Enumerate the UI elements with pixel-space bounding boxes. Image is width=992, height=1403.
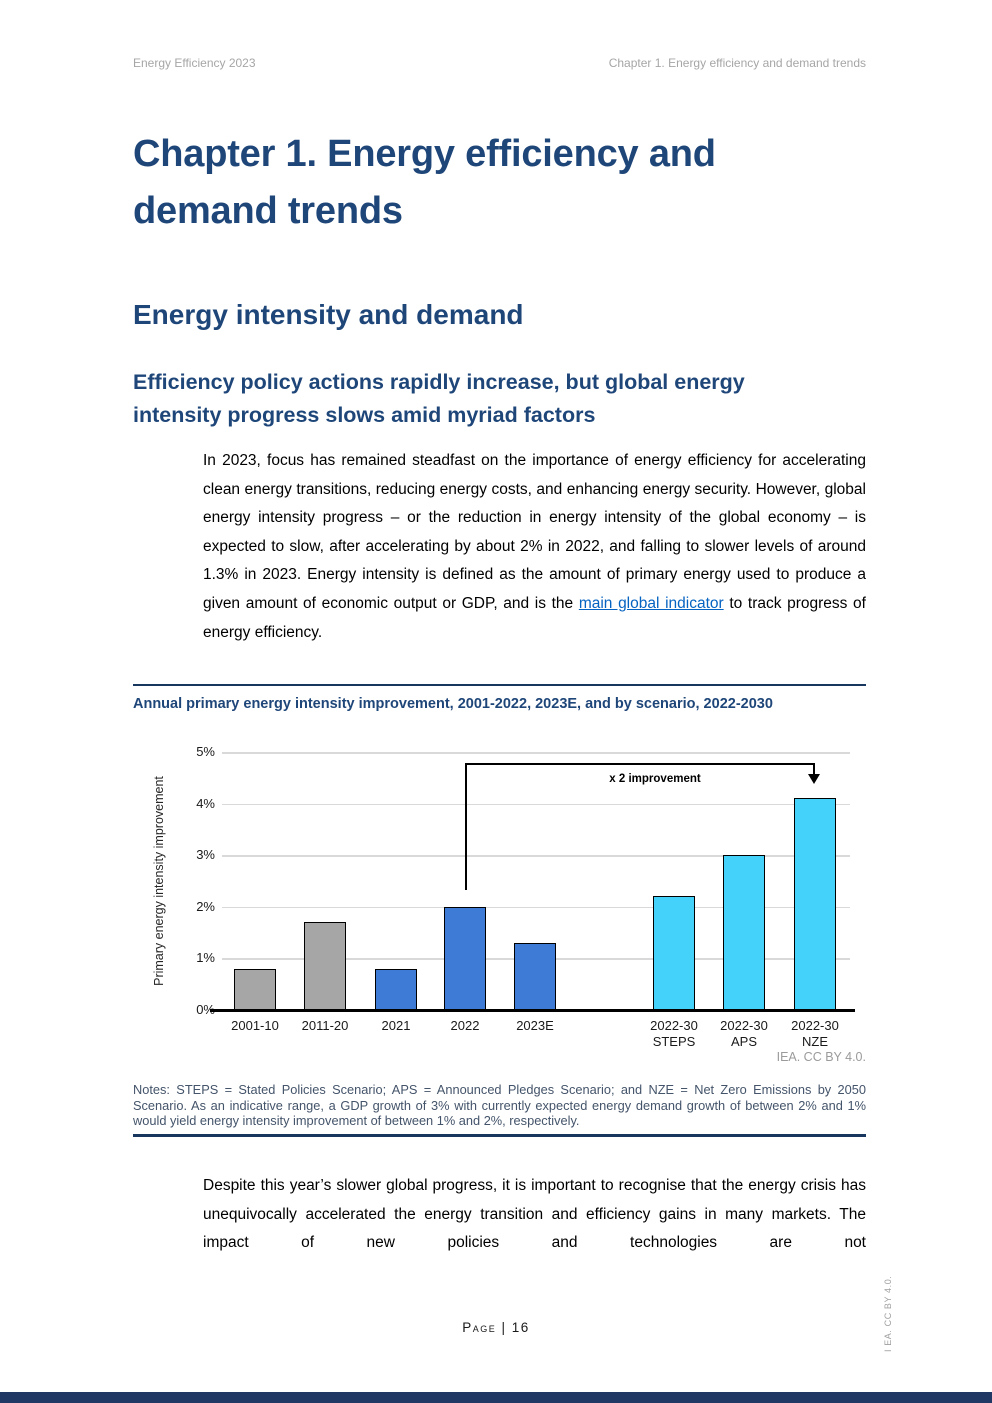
bar-2022-30-aps bbox=[723, 855, 765, 1010]
x-tick-label: 2021 bbox=[381, 1018, 411, 1033]
bracket-horizontal-line bbox=[465, 763, 813, 765]
down-arrow-icon bbox=[807, 774, 820, 784]
figure-title: Annual primary energy intensity improvem… bbox=[133, 696, 773, 712]
bar-2021 bbox=[375, 968, 417, 1010]
paragraph-intro-postlink: to track progress of energy efficiency. bbox=[203, 594, 866, 641]
bracket-arrow-stem bbox=[813, 763, 815, 774]
y-axis-label: Primary energy intensity improvement bbox=[152, 776, 166, 986]
x-tick-label: 2022 bbox=[450, 1018, 480, 1033]
bar-2023e bbox=[514, 942, 556, 1010]
bar-2022-30-nze bbox=[794, 798, 836, 1010]
bar-2022-30-steps bbox=[653, 896, 695, 1010]
bracket-vertical-line bbox=[465, 763, 467, 890]
page-number: Page | 16 bbox=[462, 1320, 530, 1335]
side-license-text: I EA. CC BY 4.0. bbox=[883, 1275, 893, 1352]
gridline-4pct bbox=[222, 803, 850, 806]
y-tick-label: 4% bbox=[196, 795, 215, 811]
x-tick-label: 2022-30 NZE bbox=[791, 1018, 839, 1049]
gridline-2pct bbox=[222, 906, 850, 909]
running-header-left: Energy Efficiency 2023 bbox=[133, 56, 256, 70]
bar-2001-10 bbox=[234, 968, 276, 1010]
x-tick-label: 2011-20 bbox=[301, 1018, 349, 1033]
bar-2011-20 bbox=[304, 922, 346, 1010]
section-heading: Energy intensity and demand bbox=[133, 299, 524, 330]
annotation-label: x 2 improvement bbox=[609, 773, 701, 785]
y-tick-label: 5% bbox=[196, 744, 215, 759]
y-tick-label: 1% bbox=[196, 950, 215, 966]
running-header-right: Chapter 1. Energy efficiency and demand … bbox=[608, 56, 866, 70]
gridline-3pct bbox=[222, 855, 850, 857]
bar-chart: Primary energy intensity improvement x 2… bbox=[133, 740, 866, 1052]
figure-bottom-rule bbox=[133, 1134, 866, 1137]
x-tick-label: 2022-30 APS bbox=[720, 1018, 768, 1049]
gridline-5pct bbox=[222, 752, 850, 754]
x-tick-label: 2022-30 STEPS bbox=[650, 1018, 698, 1049]
x-tick-label: 2023E bbox=[516, 1018, 554, 1033]
bottom-bar bbox=[0, 1392, 992, 1403]
chart-attribution: IEA. CC BY 4.0. bbox=[776, 1050, 866, 1064]
paragraph-intro-prelink: In 2023, focus has remained steadfast on… bbox=[203, 452, 866, 612]
y-tick-label: 0% bbox=[196, 1002, 215, 1017]
main-global-indicator-link[interactable]: main global indicator bbox=[578, 594, 724, 612]
chapter-title: Chapter 1. Energy efficiency and demand … bbox=[133, 133, 716, 232]
paragraph-intro: In 2023, focus has remained steadfast on… bbox=[203, 447, 866, 647]
y-tick-label: 2% bbox=[196, 898, 215, 914]
bar-2022 bbox=[444, 906, 486, 1010]
x-axis-line bbox=[210, 1009, 855, 1012]
x-tick-label: 2001-10 bbox=[231, 1018, 279, 1033]
chart-plot-area: x 2 improvement bbox=[222, 752, 850, 1010]
figure-top-rule bbox=[133, 684, 866, 686]
y-tick-label: 3% bbox=[196, 847, 215, 863]
paragraph-despite: Despite this year’s slower global progre… bbox=[203, 1177, 866, 1252]
subsection-heading: Efficiency policy actions rapidly increa… bbox=[133, 370, 745, 427]
figure-notes: Notes: STEPS = Stated Policies Scenario;… bbox=[133, 1082, 866, 1128]
